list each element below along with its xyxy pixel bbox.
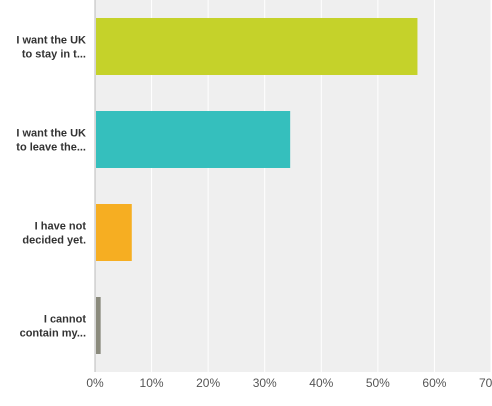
category-label-1: I want the UK to leave the...: [16, 128, 86, 154]
x-tick-label: 30%: [253, 376, 277, 390]
category-label-0: I want the UK to stay in t...: [16, 35, 86, 61]
x-tick-label: 60%: [422, 376, 446, 390]
category-labels: I want the UK to stay in t... I want the U…: [16, 35, 86, 340]
bar-1: [96, 111, 291, 168]
category-label-3: I cannot contain my...: [20, 314, 87, 340]
x-tick-label: 50%: [366, 376, 390, 390]
x-tick-label: 40%: [309, 376, 333, 390]
x-tick-label: 0%: [86, 376, 104, 390]
bar-3: [96, 297, 101, 354]
x-tick-label: 10%: [140, 376, 164, 390]
bar-2: [96, 204, 132, 261]
category-label-2: I have not decided yet.: [22, 221, 86, 247]
bars: [96, 18, 418, 354]
x-tick-label: 20%: [196, 376, 220, 390]
bar-0: [96, 18, 418, 75]
x-tick-labels: 0% 10% 20% 30% 40% 50% 60% 70%: [86, 376, 492, 390]
x-tick-label: 70%: [479, 376, 492, 390]
